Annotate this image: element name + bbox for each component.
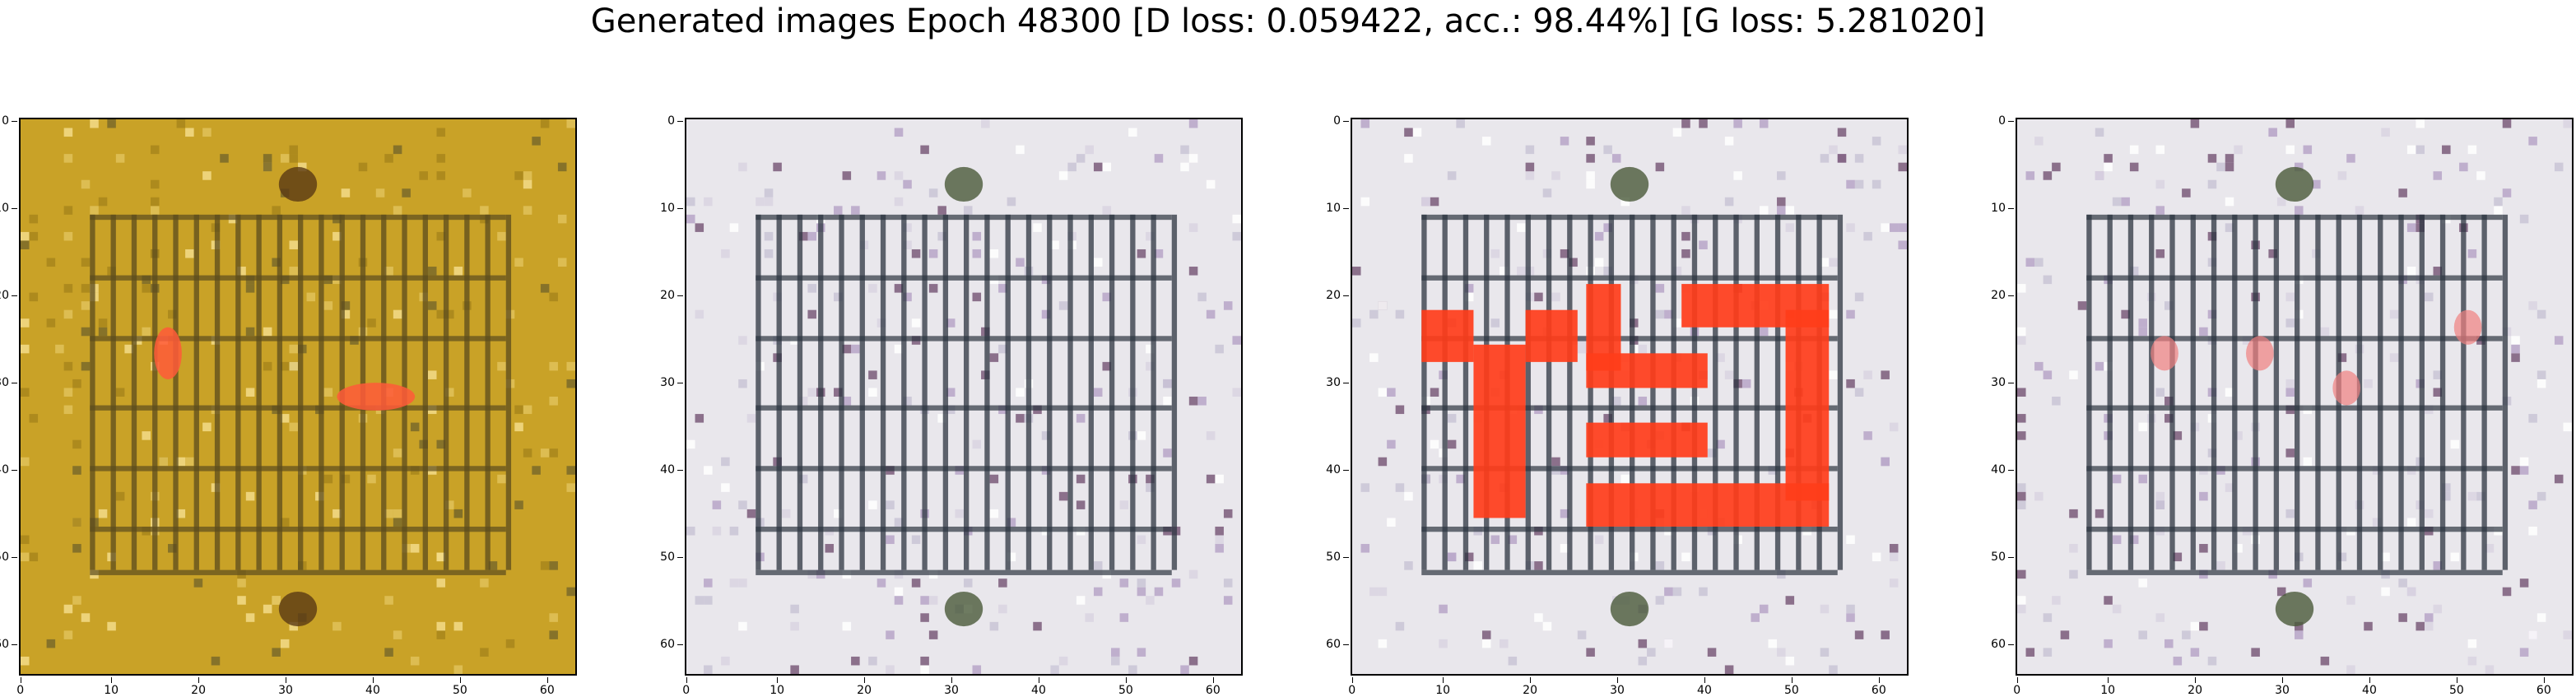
generated-image: [1351, 118, 1909, 676]
y-tick-label: 40: [1326, 463, 1349, 477]
x-tick-label: 0: [2013, 677, 2021, 697]
y-tick-label: 10: [1991, 202, 2014, 216]
y-tick-label: 60: [1326, 637, 1349, 651]
x-tick-label: 50: [1783, 677, 1799, 697]
y-tick-label: 10: [660, 202, 683, 216]
x-tick-label: 60: [2536, 677, 2551, 697]
y-tick-label: 50: [660, 550, 683, 564]
y-tick-label: 60: [1991, 637, 2014, 651]
y-tick-label: 10: [0, 202, 17, 215]
x-tick-label: 50: [2448, 677, 2464, 697]
x-tick-label: 60: [1871, 677, 1886, 697]
generated-image-pixels: [21, 119, 575, 674]
y-tick-label: 10: [1326, 202, 1349, 216]
x-tick-label: 10: [104, 677, 119, 697]
x-tick-label: 30: [2275, 677, 2290, 697]
y-tick-label: 20: [1991, 289, 2014, 303]
generated-image-panel: 0 10 20 30 40 50 60 0 10 20 30 40 50 60: [1326, 114, 1909, 697]
y-tick-label: 0: [1998, 114, 2014, 128]
x-tick-label: 20: [857, 677, 872, 697]
x-tick-label: 20: [1523, 677, 1537, 697]
x-tick-label: 60: [1205, 677, 1221, 697]
x-tick-label: 60: [539, 677, 555, 697]
y-tick-label: 30: [1991, 376, 2014, 390]
y-tick-label: 60: [0, 638, 17, 651]
generated-image-panel: 0 10 20 30 40 50 60 0 10 20 30 40 50 60: [660, 114, 1243, 697]
x-tick-label: 50: [452, 677, 467, 697]
red-accent-shape: [2151, 309, 2482, 406]
y-tick-label: 20: [0, 289, 17, 302]
generated-image: [19, 118, 577, 676]
generated-image: [685, 118, 1243, 676]
x-tick-label: 30: [944, 677, 959, 697]
figure-title: Generated images Epoch 48300 [D loss: 0.…: [590, 2, 1986, 40]
red-accent-shape: [154, 327, 416, 411]
y-tick-label: 20: [1326, 289, 1349, 303]
y-tick-label: 30: [1326, 376, 1349, 390]
x-tick-label: 40: [365, 677, 380, 697]
generated-image-panel: 0 10 20 30 40 50 60 0 10 20 30 40 50 60: [1991, 114, 2574, 697]
y-tick-label: 0: [1333, 114, 1349, 128]
y-tick-label: 50: [1326, 550, 1349, 564]
generated-image-pixels: [1352, 119, 1907, 674]
generated-image-panel: 0 10 20 30 40 50 60 0 10 20 30 40 50 60: [0, 114, 577, 697]
x-tick-label: 30: [1610, 677, 1625, 697]
x-tick-label: 0: [682, 677, 690, 697]
x-tick-label: 30: [278, 677, 293, 697]
generated-image: [2016, 118, 2574, 676]
x-tick-label: 0: [16, 677, 25, 697]
generated-image-pixels: [2017, 119, 2572, 674]
y-tick-label: 50: [1991, 550, 2014, 564]
y-tick-label: 40: [0, 463, 17, 476]
y-tick-label: 0: [667, 114, 683, 128]
y-tick-label: 40: [1991, 463, 2014, 477]
x-tick-label: 10: [770, 677, 785, 697]
y-tick-label: 30: [660, 376, 683, 390]
x-tick-label: 40: [2362, 677, 2377, 697]
x-tick-label: 40: [1031, 677, 1046, 697]
y-tick-label: 50: [0, 551, 17, 564]
x-tick-label: 40: [1697, 677, 1712, 697]
x-tick-label: 10: [1435, 677, 1451, 697]
y-tick-label: 20: [660, 289, 683, 303]
y-tick-label: 0: [2, 114, 17, 128]
y-tick-label: 40: [660, 463, 683, 477]
y-tick-label: 30: [0, 376, 17, 389]
generated-image-pixels: [686, 119, 1241, 674]
y-tick-label: 60: [660, 637, 683, 651]
x-tick-label: 20: [2188, 677, 2202, 697]
x-tick-label: 50: [1118, 677, 1133, 697]
x-tick-label: 10: [2100, 677, 2116, 697]
x-tick-label: 20: [191, 677, 206, 697]
red-accent-shape: [1421, 284, 1830, 527]
x-tick-label: 0: [1348, 677, 1356, 697]
